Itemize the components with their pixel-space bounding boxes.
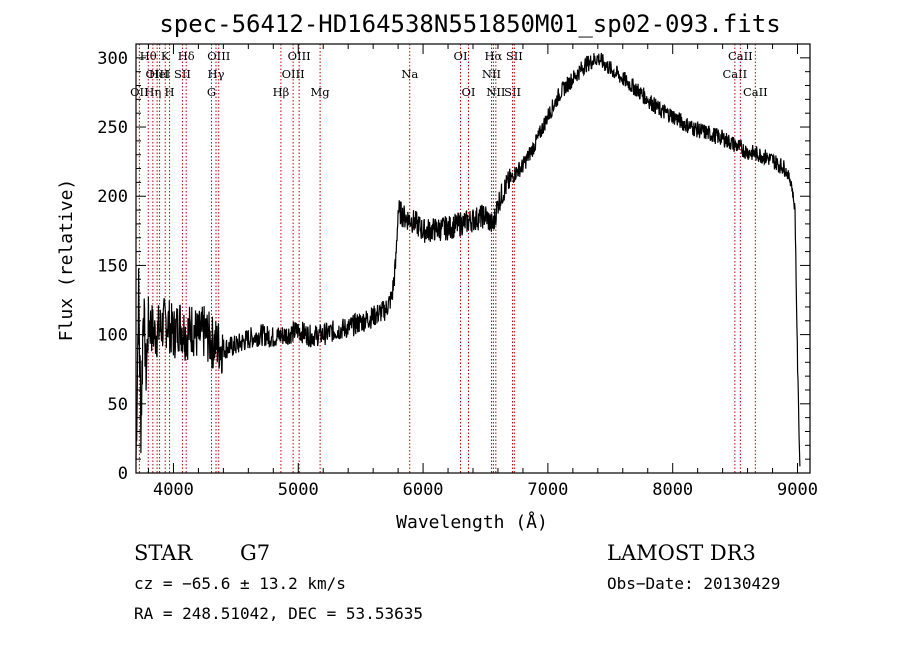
sky-coordinates: RA = 248.51042, DEC = 53.53635 bbox=[134, 604, 423, 623]
x-tick-label: 4000 bbox=[153, 480, 194, 500]
y-axis-label: Flux (relative) bbox=[56, 179, 77, 342]
spectral-line-label: OII bbox=[130, 85, 149, 99]
spectral-line-label: SII bbox=[504, 85, 521, 99]
spectral-line-label: CaII bbox=[728, 49, 753, 63]
spectral-line-label: OIII bbox=[146, 67, 169, 81]
spectral-line-label: Na bbox=[401, 67, 418, 81]
spectral-line-markers: OII Hθ OIII Hη HeI K H SII Hδ G Hγ OIII Hβ OIII OIII Mg… bbox=[130, 44, 768, 473]
x-axis-label: Wavelength (Å) bbox=[396, 511, 548, 533]
x-tick-label: 6000 bbox=[403, 480, 444, 500]
plot-frame bbox=[135, 43, 811, 474]
spectral-line-label: NII bbox=[486, 85, 505, 99]
spectral-line-label: CaII bbox=[722, 67, 747, 81]
spectral-line-label: OIII bbox=[282, 67, 305, 81]
spectral-line-label: OI bbox=[454, 49, 468, 63]
x-tick-label: 7000 bbox=[527, 480, 568, 500]
y-tick-label: 250 bbox=[97, 118, 128, 138]
object-subclass: G7 bbox=[240, 541, 270, 565]
y-tick-label: 300 bbox=[97, 49, 128, 69]
spectral-line-label: G bbox=[207, 85, 216, 99]
spectral-line-label: Hθ bbox=[140, 49, 157, 63]
spectral-line-label: H bbox=[165, 85, 175, 99]
flux-spectrum-line bbox=[135, 52, 801, 467]
spectral-line-label: NII bbox=[482, 67, 501, 81]
spectral-line-label: Hδ bbox=[178, 49, 195, 63]
spectral-line-label: SII bbox=[506, 49, 523, 63]
spectral-line-label: CaII bbox=[743, 85, 768, 99]
y-tick-label: 100 bbox=[97, 326, 128, 346]
redshift-info: cz = −65.6 ± 13.2 km/s bbox=[134, 574, 346, 593]
spectral-line-label: OI bbox=[462, 85, 476, 99]
spectral-line-label: OIII bbox=[288, 49, 311, 63]
spectral-line-label: K bbox=[161, 49, 170, 63]
y-tick-label: 50 bbox=[108, 395, 128, 415]
y-tick-label: 150 bbox=[97, 256, 128, 276]
x-tick-label: 8000 bbox=[652, 480, 693, 500]
x-tick-label: 9000 bbox=[777, 480, 818, 500]
spectral-line-label: Hα bbox=[484, 49, 502, 63]
object-class: STAR bbox=[134, 541, 193, 565]
y-tick-label: 200 bbox=[97, 187, 128, 207]
spectral-line-label: Hη bbox=[144, 85, 161, 99]
spectral-line-label: HeI bbox=[149, 67, 170, 81]
survey-name: LAMOST DR3 bbox=[607, 541, 756, 565]
spectral-line-label: SII bbox=[174, 67, 191, 81]
spectral-line-label: Mg bbox=[311, 85, 331, 99]
x-tick-label: 5000 bbox=[278, 480, 319, 500]
spectral-line-label: OIII bbox=[207, 49, 230, 63]
spectral-line-label: Hβ bbox=[273, 85, 290, 99]
y-tick-label: 0 bbox=[118, 464, 128, 484]
spectral-line-label: Hγ bbox=[208, 67, 225, 81]
observation-date: Obs−Date: 20130429 bbox=[607, 574, 780, 593]
axis-ticks: 4000 5000 6000 7000 8000 9000 0 50 100 150 200 250 3… bbox=[97, 44, 818, 500]
chart-title: spec-56412-HD164538N551850M01_sp02-093.f… bbox=[159, 10, 780, 38]
